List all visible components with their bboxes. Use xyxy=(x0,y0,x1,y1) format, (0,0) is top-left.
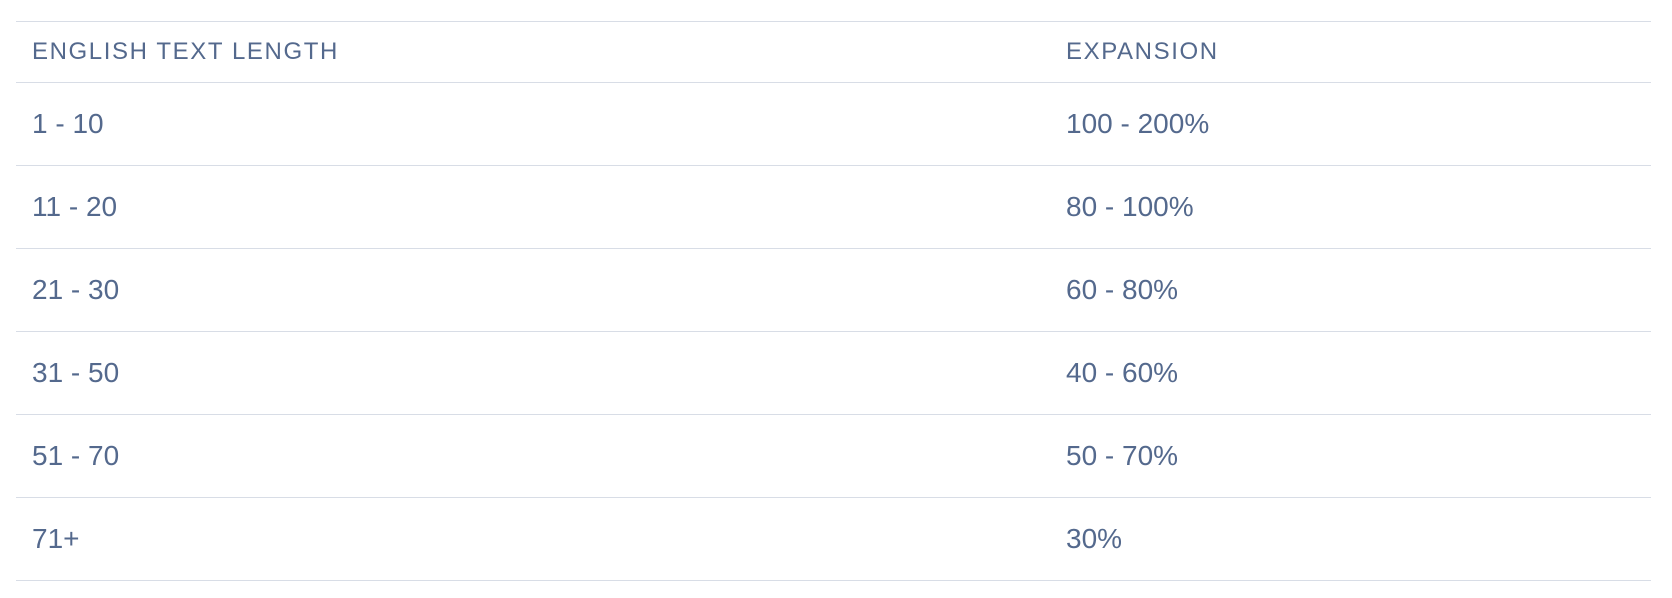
table-row: 31 - 50 40 - 60% xyxy=(16,332,1651,415)
expansion-table-container: ENGLISH TEXT LENGTH EXPANSION 1 - 10 100… xyxy=(16,21,1651,581)
cell-expansion: 50 - 70% xyxy=(1066,440,1179,471)
table-row: 51 - 70 50 - 70% xyxy=(16,415,1651,498)
header-expansion: EXPANSION xyxy=(1066,38,1219,65)
cell-text-length: 1 - 10 xyxy=(32,108,104,139)
cell-text-length: 11 - 20 xyxy=(32,191,118,222)
cell-text-length: 21 - 30 xyxy=(32,274,120,305)
cell-expansion: 80 - 100% xyxy=(1066,191,1194,222)
table-header: ENGLISH TEXT LENGTH EXPANSION xyxy=(16,21,1651,83)
header-english-text-length: ENGLISH TEXT LENGTH xyxy=(32,38,339,65)
table-body: 1 - 10 100 - 200% 11 - 20 80 - 100% 21 -… xyxy=(16,83,1651,581)
cell-expansion: 60 - 80% xyxy=(1066,274,1179,305)
cell-expansion: 40 - 60% xyxy=(1066,357,1179,388)
table-row: 1 - 10 100 - 200% xyxy=(16,83,1651,166)
table-row: 11 - 20 80 - 100% xyxy=(16,166,1651,249)
table-row: 71+ 30% xyxy=(16,498,1651,581)
cell-expansion: 30% xyxy=(1066,523,1123,554)
cell-text-length: 51 - 70 xyxy=(32,440,120,471)
expansion-table: ENGLISH TEXT LENGTH EXPANSION 1 - 10 100… xyxy=(16,21,1651,581)
cell-text-length: 31 - 50 xyxy=(32,357,120,388)
cell-expansion: 100 - 200% xyxy=(1066,108,1210,139)
cell-text-length: 71+ xyxy=(32,523,80,554)
header-row: ENGLISH TEXT LENGTH EXPANSION xyxy=(16,21,1651,83)
table-row: 21 - 30 60 - 80% xyxy=(16,249,1651,332)
